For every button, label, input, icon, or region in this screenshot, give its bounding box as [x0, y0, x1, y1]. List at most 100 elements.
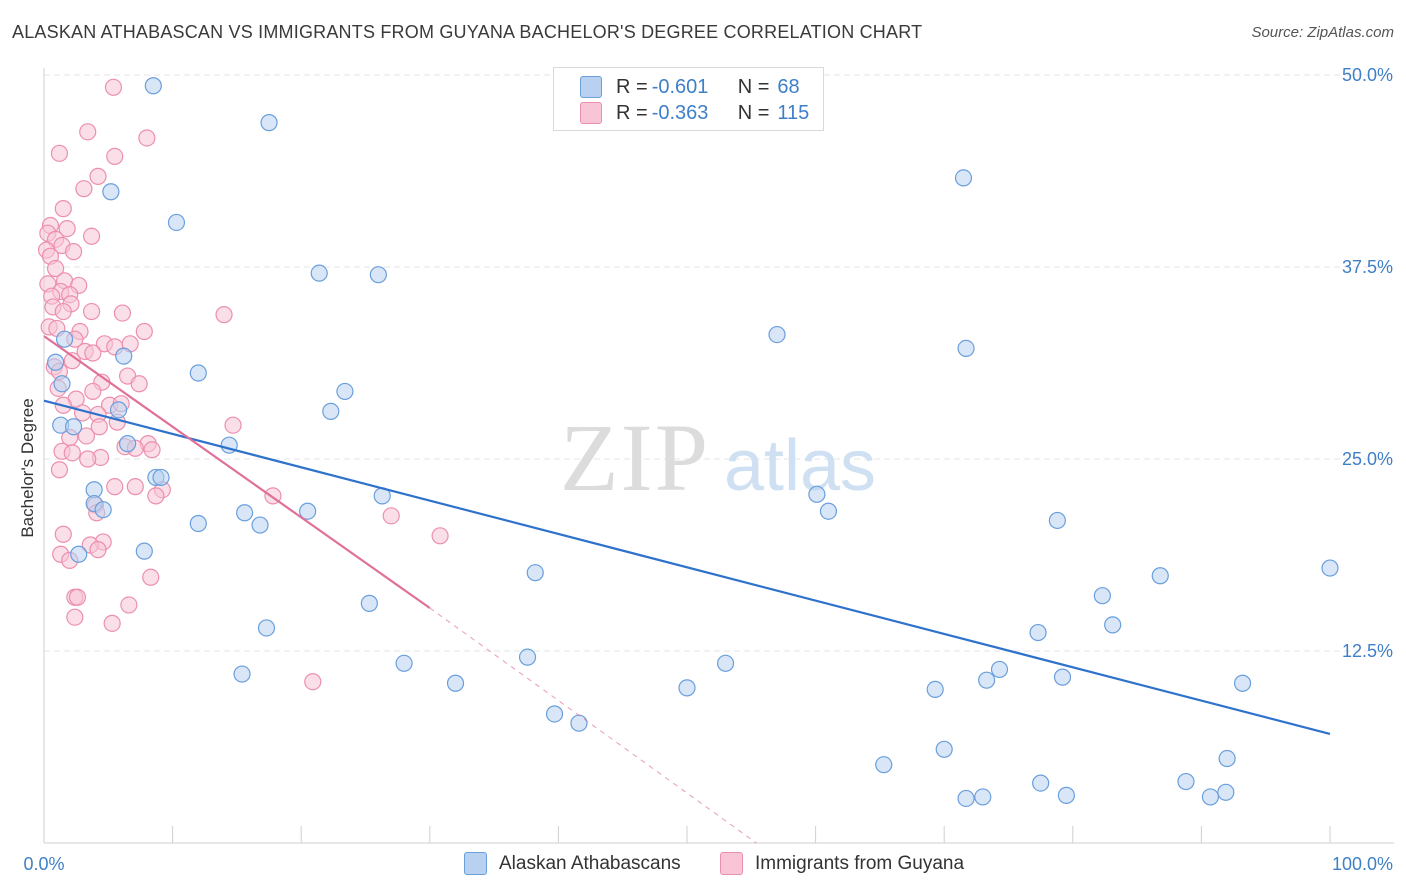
data-point: [58, 220, 76, 238]
trendline-athabascan: [43, 399, 1331, 736]
data-point: [875, 756, 893, 774]
data-point: [64, 418, 83, 436]
data-point: [545, 705, 564, 723]
data-point: [257, 619, 276, 637]
data-point: [808, 485, 826, 503]
data-point: [50, 144, 69, 162]
data-point: [106, 147, 124, 166]
data-point: [89, 541, 107, 559]
data-point: [84, 382, 102, 401]
data-point: [990, 660, 1009, 679]
pink-swatch: [580, 102, 602, 124]
gridlines: [44, 74, 1394, 652]
legend-item-guyana: Immigrants from Guyana: [720, 852, 964, 875]
data-point: [518, 648, 537, 666]
x-tick-label: 0.0%: [23, 854, 64, 874]
data-point: [299, 502, 317, 520]
data-point: [1217, 783, 1235, 801]
data-point: [1233, 674, 1252, 692]
data-point: [1053, 668, 1072, 686]
data-point: [120, 596, 138, 614]
n-value: 68: [777, 75, 800, 98]
data-point: [1201, 788, 1220, 806]
y-tick-label: 25.0%: [1342, 449, 1393, 469]
data-point: [54, 200, 72, 218]
legend-row-athabascan: R = -0.601 N = 68: [580, 75, 800, 99]
r-value: -0.363: [651, 101, 709, 124]
data-point: [70, 545, 88, 563]
data-point: [1032, 774, 1050, 792]
data-point: [1057, 786, 1075, 804]
data-point: [189, 364, 207, 382]
data-point: [431, 527, 449, 545]
data-point: [369, 266, 387, 284]
data-point: [935, 740, 953, 758]
data-point: [678, 679, 696, 697]
data-point: [224, 416, 242, 434]
series-guyana-points: [37, 78, 449, 691]
r-label: R =: [616, 75, 648, 98]
r-label: R =: [616, 101, 648, 124]
data-point: [54, 525, 72, 543]
data-point: [189, 514, 207, 533]
data-point: [382, 507, 400, 525]
data-point: [1177, 772, 1195, 791]
data-point: [135, 542, 153, 560]
data-point: [446, 674, 465, 692]
data-point: [251, 516, 269, 534]
data-point: [46, 353, 65, 371]
data-point: [102, 183, 120, 201]
data-point: [1048, 511, 1066, 530]
data-point: [322, 402, 340, 420]
data-point: [957, 789, 975, 808]
data-point: [1104, 616, 1122, 634]
data-point: [115, 347, 133, 365]
data-point: [75, 180, 93, 198]
data-point: [144, 77, 162, 95]
n-value: 115: [777, 101, 810, 124]
data-point: [310, 264, 328, 282]
data-point: [167, 213, 186, 232]
data-point: [82, 227, 101, 245]
legend-row-guyana: R = -0.363 N = 115: [580, 101, 809, 125]
data-point: [50, 461, 69, 479]
data-point: [526, 564, 544, 582]
data-point: [118, 435, 137, 453]
data-point: [304, 673, 322, 691]
blue-swatch: [464, 852, 487, 875]
y-axis-label: Bachelor's Degree: [18, 398, 37, 537]
data-point: [1321, 559, 1339, 577]
data-point: [974, 788, 992, 806]
legend-item-athabascan: Alaskan Athabascans: [464, 852, 681, 875]
data-point: [819, 502, 838, 520]
r-value: -0.601: [651, 75, 709, 98]
data-point: [716, 654, 735, 672]
watermark: ZIP atlas: [560, 404, 876, 511]
trendlines: [43, 335, 1331, 844]
y-tick-label: 37.5%: [1342, 257, 1393, 277]
data-point: [54, 302, 72, 321]
data-point: [215, 306, 233, 324]
data-point: [68, 588, 87, 606]
pink-swatch: [720, 852, 743, 875]
data-point: [142, 568, 160, 586]
data-point: [1029, 623, 1047, 642]
data-point: [64, 243, 83, 261]
data-point: [138, 129, 156, 147]
data-point: [63, 444, 81, 462]
data-point: [55, 330, 74, 348]
data-point: [84, 344, 102, 362]
data-point: [978, 671, 996, 689]
data-point: [79, 123, 97, 141]
data-point: [236, 504, 254, 522]
data-point: [66, 608, 84, 626]
data-point: [768, 325, 786, 344]
data-point: [109, 401, 128, 419]
data-point: [1151, 567, 1169, 585]
y-tick-label: 50.0%: [1342, 65, 1393, 85]
data-point: [926, 680, 944, 699]
tick-labels: 12.5% 25.0% 37.5% 50.0% 0.0% 100.0%: [23, 65, 1393, 874]
data-point: [79, 450, 97, 468]
axes: [43, 68, 1394, 844]
